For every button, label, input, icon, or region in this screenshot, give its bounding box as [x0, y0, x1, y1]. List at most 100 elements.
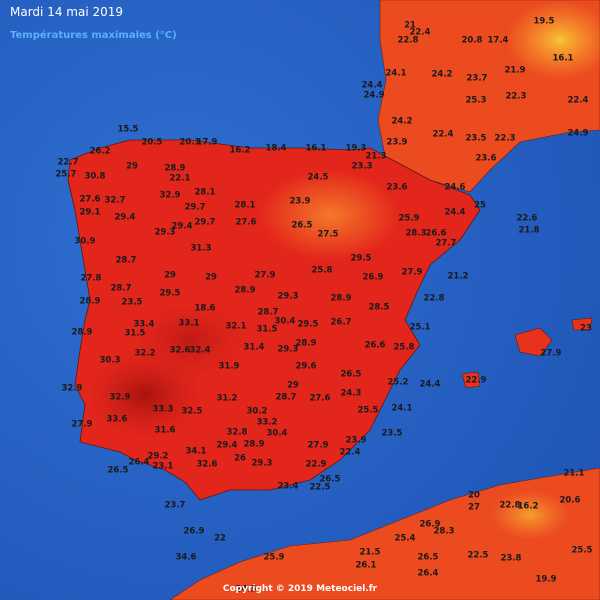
- temperature-reading: 32.6: [197, 460, 218, 470]
- temperature-reading: 25.3: [466, 96, 487, 106]
- temperature-reading: 28.9: [331, 294, 352, 304]
- temperature-reading: 28.9: [235, 286, 256, 296]
- temperature-reading: 23.9: [346, 436, 367, 446]
- temperature-reading: 24.4: [362, 81, 383, 91]
- temperature-reading: 27.6: [310, 394, 331, 404]
- temperature-reading: 30.4: [275, 317, 296, 327]
- temperature-reading: 21.5: [360, 548, 381, 558]
- temperature-reading: 22.3: [495, 134, 516, 144]
- temperature-reading: 26.1: [356, 561, 377, 571]
- warm-zone: [490, 490, 570, 540]
- temperature-reading: 25.2: [388, 378, 409, 388]
- temperature-reading: 22.9: [306, 460, 327, 470]
- temperature-reading: 23.7: [467, 74, 488, 84]
- temperature-reading: 28.1: [195, 188, 216, 198]
- temperature-reading: 33.4: [134, 320, 155, 330]
- temperature-reading: 25.5: [572, 546, 593, 556]
- temperature-reading: 23.5: [466, 134, 487, 144]
- temperature-reading: 16.2: [230, 146, 251, 156]
- temperature-reading: 31.5: [257, 325, 278, 335]
- temperature-reading: 23.6: [476, 154, 497, 164]
- temperature-reading: 32.2: [135, 349, 156, 359]
- temperature-reading: 24.1: [392, 404, 413, 414]
- temperature-reading: 28.7: [276, 393, 297, 403]
- temperature-reading: 27.5: [318, 230, 339, 240]
- temperature-reading: 31.3: [191, 244, 212, 254]
- temperature-reading: 15.5: [118, 125, 139, 135]
- temperature-reading: 33.6: [107, 415, 128, 425]
- temperature-reading: 27.6: [236, 218, 257, 228]
- temperature-reading: 32.9: [110, 393, 131, 403]
- temperature-reading: 19.5: [534, 17, 555, 27]
- temperature-reading: 23.5: [122, 298, 143, 308]
- temperature-reading: 22.9: [466, 376, 487, 386]
- temperature-reading: 29.4: [115, 213, 136, 223]
- temperature-reading: 28.7: [111, 284, 132, 294]
- temperature-reading: 23.9: [290, 197, 311, 207]
- temperature-reading: 32.9: [62, 384, 83, 394]
- temperature-reading: 22.8: [398, 36, 419, 46]
- temperature-reading: 21: [404, 21, 416, 31]
- temperature-reading: 18.4: [266, 144, 287, 154]
- temperature-reading: 25.4: [395, 534, 416, 544]
- temperature-reading: 21.1: [564, 469, 585, 479]
- copyright: Copyright © 2019 Meteociel.fr: [223, 584, 378, 594]
- temperature-reading: 26.6: [426, 229, 447, 239]
- temperature-reading: 31.9: [219, 362, 240, 372]
- temperature-reading: 20.8: [462, 36, 483, 46]
- temperature-reading: 23.4: [278, 482, 299, 492]
- subtitle: Températures maximales (°C): [10, 29, 177, 41]
- temperature-reading: 30.2: [247, 407, 268, 417]
- temperature-reading: 20.5: [142, 138, 163, 148]
- temperature-reading: 23.9: [387, 138, 408, 148]
- africa: [169, 467, 600, 600]
- temperature-reading: 22.4: [340, 448, 361, 458]
- temperature-reading: 29.3: [278, 292, 299, 302]
- temperature-reading: 23.8: [501, 554, 522, 564]
- temperature-reading: 29.4: [217, 441, 238, 451]
- temperature-reading: 26.9: [420, 520, 441, 530]
- temperature-reading: 21.2: [448, 272, 469, 282]
- temperature-reading: 20.6: [560, 496, 581, 506]
- temperature-reading: 26.9: [184, 527, 205, 537]
- temperature-reading: 26: [234, 454, 246, 464]
- temperature-reading: 24.9: [364, 91, 385, 101]
- temperature-reading: 27.9: [402, 268, 423, 278]
- temperature-reading: 20.1: [180, 138, 201, 148]
- temperature-reading: 26.5: [320, 475, 341, 485]
- temperature-reading: 29.7: [185, 203, 206, 213]
- temperature-reading: 22.4: [410, 28, 431, 38]
- temperature-reading: 34.6: [176, 553, 197, 563]
- temperature-reading: 24.5: [308, 173, 329, 183]
- temperature-reading: 26.5: [341, 370, 362, 380]
- temperature-reading: 24.5: [236, 585, 257, 595]
- temperature-reading: 27.6: [80, 195, 101, 205]
- temperature-reading: 25.7: [56, 170, 77, 180]
- temperature-reading: 24.2: [432, 70, 453, 80]
- temperature-reading: 28.9: [72, 328, 93, 338]
- temperature-reading: 27.8: [81, 274, 102, 284]
- temperature-reading: 22.8: [500, 501, 521, 511]
- temperature-reading: 31.5: [125, 329, 146, 339]
- temperature-reading: 26.4: [129, 458, 150, 468]
- temperature-reading: 29: [287, 381, 299, 391]
- temperature-reading: 18.6: [195, 304, 216, 314]
- mallorca: [514, 327, 553, 357]
- temperature-reading: 20: [468, 491, 480, 501]
- temperature-reading: 29.5: [351, 254, 372, 264]
- title: Mardi 14 mai 2019: [10, 5, 123, 19]
- temperature-reading: 28.9: [244, 440, 265, 450]
- temperature-reading: 22.3: [506, 92, 527, 102]
- temperature-reading: 33.1: [179, 319, 200, 329]
- temperature-reading: 28.9: [296, 339, 317, 349]
- temperature-reading: 29.6: [296, 362, 317, 372]
- temperature-reading: 17.9: [197, 138, 218, 148]
- temperature-reading: 32.7: [105, 196, 126, 206]
- temperature-reading: 26.6: [365, 341, 386, 351]
- temperature-reading: 30.8: [85, 172, 106, 182]
- temperature-reading: 28.7: [258, 308, 279, 318]
- temperature-reading: 27.9: [72, 420, 93, 430]
- temperature-reading: 28.9: [165, 164, 186, 174]
- temperature-reading: 24.3: [341, 389, 362, 399]
